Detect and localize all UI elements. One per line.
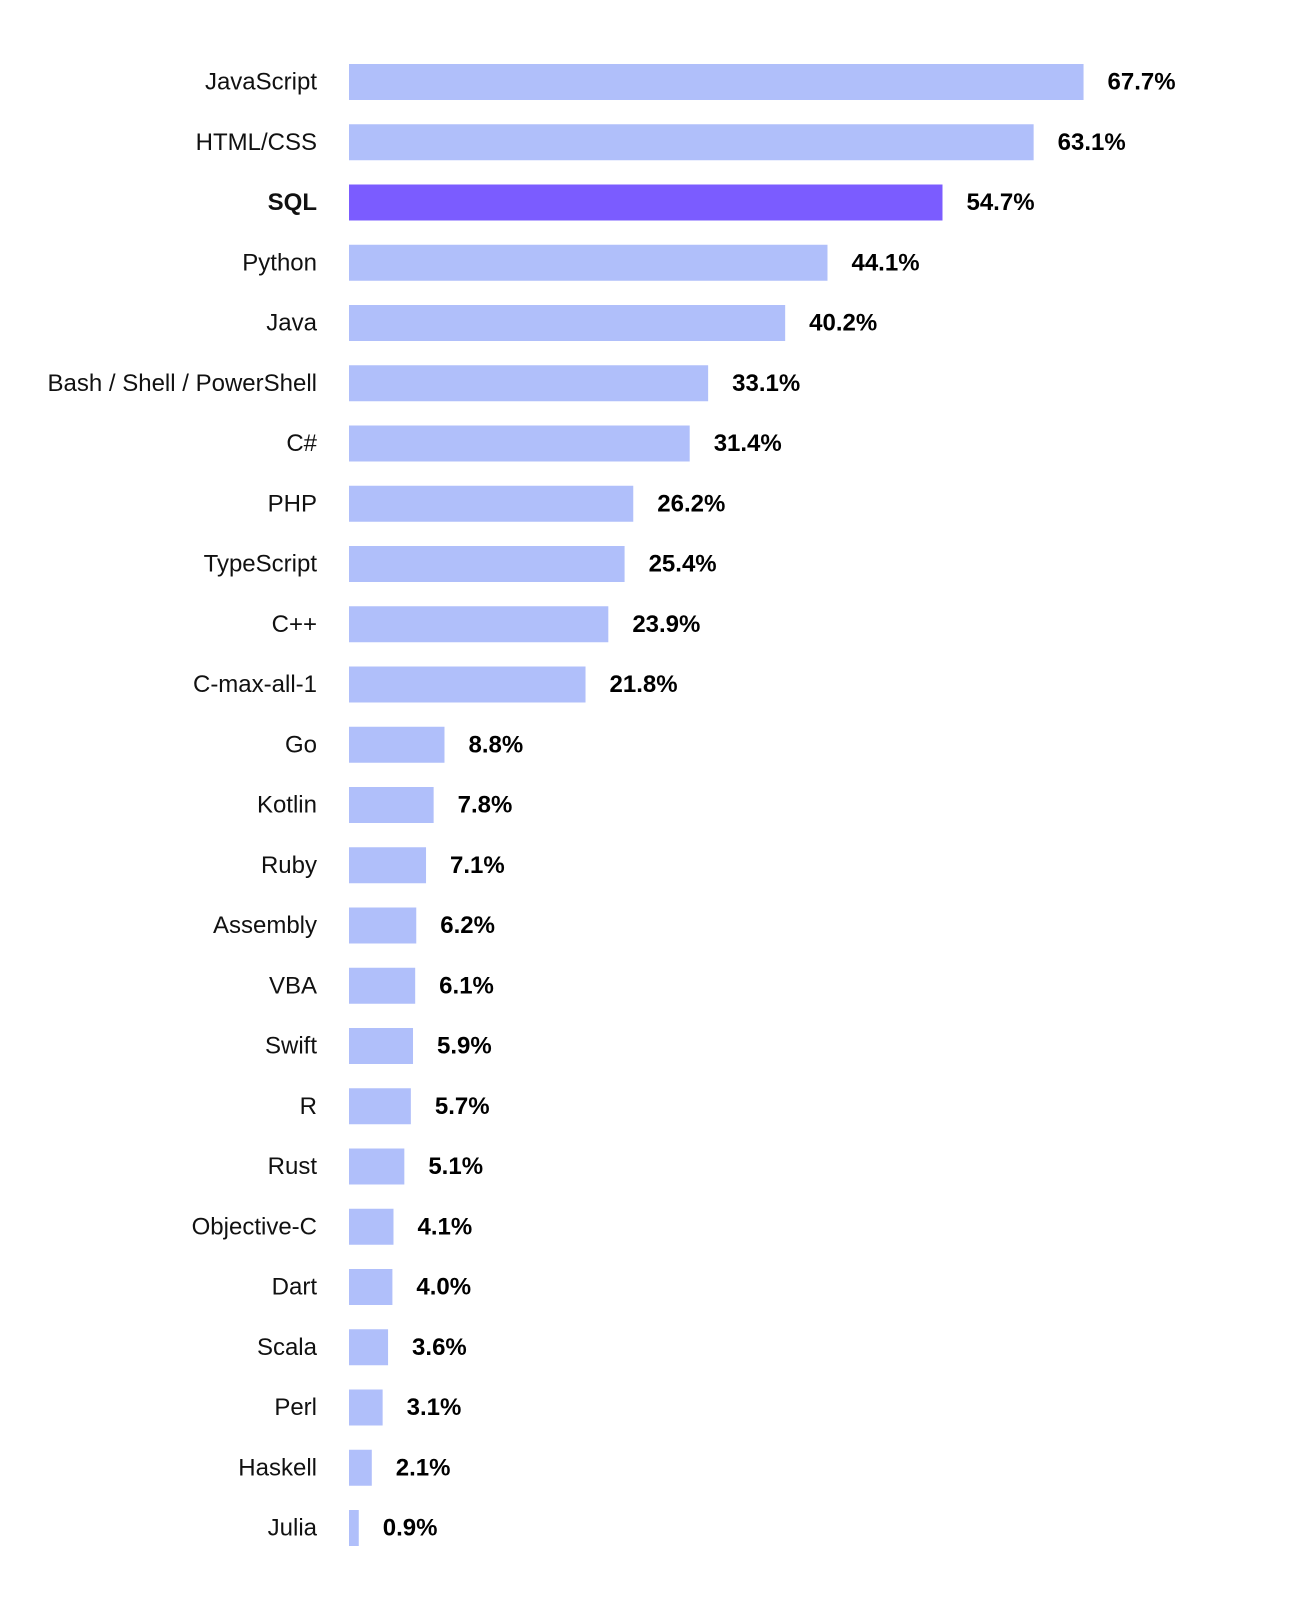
bar-objective-c bbox=[349, 1208, 394, 1245]
category-label-c: C# bbox=[286, 430, 317, 457]
bar-rust bbox=[349, 1148, 405, 1185]
category-label-c-max-all-1: C-max-all-1 bbox=[193, 671, 317, 698]
value-label-sql: 54.7% bbox=[966, 189, 1034, 216]
value-label-vba: 6.1% bbox=[439, 972, 494, 999]
category-label-bash-shell-powershell: Bash / Shell / PowerShell bbox=[48, 370, 317, 397]
category-label-perl: Perl bbox=[274, 1394, 317, 1421]
bar-c-max-all-1 bbox=[349, 666, 586, 703]
category-label-scala: Scala bbox=[257, 1334, 318, 1361]
bar-c bbox=[349, 606, 609, 643]
bar-r bbox=[349, 1088, 411, 1125]
bar-perl bbox=[349, 1389, 383, 1426]
bar-javascript bbox=[349, 64, 1084, 100]
value-label-c-max-all-1: 21.8% bbox=[610, 671, 678, 698]
category-label-objective-c: Objective-C bbox=[192, 1213, 317, 1240]
category-label-php: PHP bbox=[268, 490, 317, 517]
category-label-dart: Dart bbox=[272, 1274, 318, 1301]
bar-python bbox=[349, 244, 828, 281]
value-label-haskell: 2.1% bbox=[396, 1454, 451, 1481]
category-label-assembly: Assembly bbox=[213, 912, 317, 939]
value-label-scala: 3.6% bbox=[412, 1334, 467, 1361]
value-label-swift: 5.9% bbox=[437, 1033, 492, 1060]
bar-julia bbox=[349, 1510, 359, 1546]
value-label-typescript: 25.4% bbox=[649, 551, 717, 578]
category-label-swift: Swift bbox=[265, 1033, 317, 1060]
bar-vba bbox=[349, 967, 416, 1004]
category-label-go: Go bbox=[285, 731, 317, 758]
value-label-java: 40.2% bbox=[809, 310, 877, 337]
category-label-kotlin: Kotlin bbox=[257, 792, 317, 819]
bar-dart bbox=[349, 1269, 393, 1305]
bar-html-css bbox=[349, 124, 1034, 161]
category-label-julia: Julia bbox=[268, 1515, 318, 1542]
bar-kotlin bbox=[349, 787, 434, 823]
value-label-c: 31.4% bbox=[714, 430, 782, 457]
value-label-assembly: 6.2% bbox=[440, 912, 495, 939]
value-label-html-css: 63.1% bbox=[1058, 129, 1126, 156]
value-label-go: 8.8% bbox=[468, 731, 523, 758]
bar-scala bbox=[349, 1329, 389, 1366]
category-label-typescript: TypeScript bbox=[204, 551, 318, 578]
category-label-javascript: JavaScript bbox=[205, 69, 317, 96]
category-label-ruby: Ruby bbox=[261, 852, 317, 879]
category-label-python: Python bbox=[242, 249, 317, 276]
category-label-rust: Rust bbox=[268, 1153, 318, 1180]
bar-c bbox=[349, 425, 690, 462]
value-label-perl: 3.1% bbox=[407, 1394, 462, 1421]
value-label-kotlin: 7.8% bbox=[458, 792, 513, 819]
bar-php bbox=[349, 485, 634, 522]
category-label-haskell: Haskell bbox=[238, 1454, 317, 1481]
bar-typescript bbox=[349, 546, 625, 582]
value-label-python: 44.1% bbox=[851, 249, 919, 276]
value-label-javascript: 67.7% bbox=[1108, 69, 1176, 96]
bar-sql bbox=[349, 184, 943, 221]
value-label-ruby: 7.1% bbox=[450, 852, 505, 879]
value-label-c: 23.9% bbox=[632, 611, 700, 638]
category-label-sql: SQL bbox=[268, 189, 317, 216]
bar-ruby bbox=[349, 847, 427, 884]
value-label-objective-c: 4.1% bbox=[417, 1213, 472, 1240]
bar-go bbox=[349, 726, 445, 763]
bar-assembly bbox=[349, 907, 417, 944]
value-label-bash-shell-powershell: 33.1% bbox=[732, 370, 800, 397]
bar-swift bbox=[349, 1028, 414, 1064]
category-label-c: C++ bbox=[272, 611, 317, 638]
category-label-r: R bbox=[300, 1093, 317, 1120]
value-label-php: 26.2% bbox=[657, 490, 725, 517]
value-label-dart: 4.0% bbox=[416, 1274, 471, 1301]
bar-java bbox=[349, 305, 786, 341]
value-label-r: 5.7% bbox=[435, 1093, 490, 1120]
bar-haskell bbox=[349, 1449, 372, 1486]
category-label-vba: VBA bbox=[269, 972, 317, 999]
bar-bash-shell-powershell bbox=[349, 365, 709, 402]
value-label-rust: 5.1% bbox=[428, 1153, 483, 1180]
category-label-html-css: HTML/CSS bbox=[196, 129, 317, 156]
value-label-julia: 0.9% bbox=[383, 1515, 438, 1542]
category-label-java: Java bbox=[266, 310, 317, 337]
